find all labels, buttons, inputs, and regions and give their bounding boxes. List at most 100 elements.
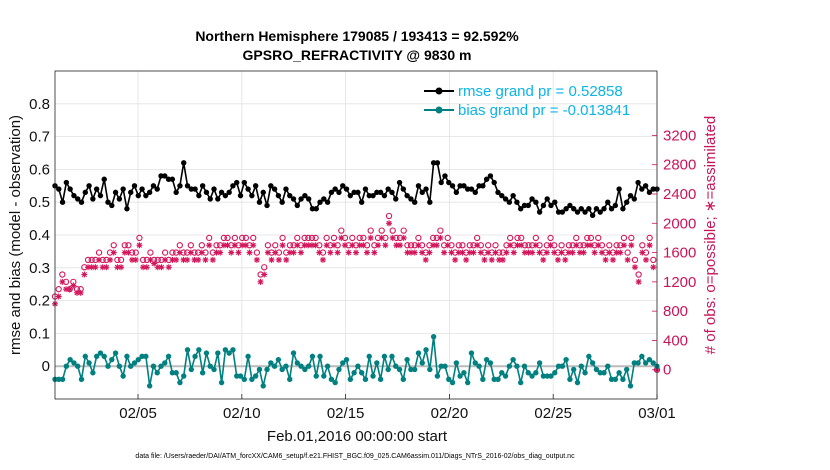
- bias-point: [605, 363, 611, 369]
- obs-assimilated-marker: [635, 278, 642, 285]
- obs-assimilated-marker: [558, 249, 565, 256]
- bias-point: [90, 370, 96, 376]
- obs-assimilated-stroke: [470, 249, 477, 256]
- obs-assimilated-stroke: [177, 249, 183, 256]
- bias-point: [75, 363, 81, 369]
- obs-assimilated-stroke: [540, 257, 546, 263]
- obs-possible-marker: [224, 234, 231, 242]
- y-tick-label: 0.5: [29, 194, 50, 211]
- obs-assimilated-marker: [650, 264, 657, 271]
- obs-assimilated-marker: [187, 249, 194, 256]
- obs-assimilated-stroke: [261, 271, 267, 278]
- rmse-point: [517, 206, 524, 212]
- bias-point: [177, 379, 183, 386]
- rmse-point: [650, 186, 656, 192]
- obs-assimilated-stroke: [320, 257, 326, 263]
- rmse-point: [605, 199, 611, 205]
- rmse-point: [347, 192, 354, 199]
- bias-point: [181, 373, 187, 379]
- obs-assimilated-stroke: [492, 249, 499, 256]
- obs-assimilated-marker: [360, 242, 367, 249]
- rmse-point: [427, 199, 433, 205]
- obs-assimilated-marker: [250, 242, 257, 249]
- rmse-point: [544, 196, 550, 202]
- rmse-point: [514, 199, 520, 205]
- obs-assimilated-stroke: [632, 264, 638, 270]
- rmse-point: [362, 186, 369, 192]
- rmse-point: [366, 192, 372, 199]
- obs-assimilated-marker: [323, 242, 330, 249]
- obs-assimilated-marker: [327, 249, 334, 256]
- obs-assimilated-marker: [510, 249, 517, 256]
- bias-point: [533, 370, 539, 376]
- obs-assimilated-marker: [551, 249, 558, 256]
- rmse-point: [578, 206, 584, 212]
- obs-assimilated-stroke: [562, 257, 568, 263]
- obs-assimilated-marker: [389, 234, 396, 241]
- bias-point: [400, 376, 407, 383]
- obs-assimilated-marker: [426, 249, 433, 256]
- obs-assimilated-stroke: [228, 249, 234, 256]
- bias-point: [408, 366, 414, 373]
- bias-point: [343, 356, 350, 363]
- obs-possible-marker: [459, 242, 466, 249]
- obs-possible-marker: [429, 234, 437, 242]
- obs-assimilated-stroke: [518, 242, 524, 248]
- bias-point: [552, 370, 558, 376]
- rmse-point: [616, 186, 622, 192]
- obs-possible-marker: [587, 234, 595, 242]
- rmse-point: [332, 186, 338, 192]
- obs-possible-marker: [121, 242, 128, 249]
- bias-point: [207, 363, 213, 369]
- bias-point: [495, 376, 501, 383]
- rmse-point: [627, 192, 634, 199]
- obs-assimilated-stroke: [92, 264, 98, 270]
- obs-possible-marker: [213, 242, 220, 249]
- bias-point: [290, 350, 297, 356]
- obs-possible-marker: [573, 234, 580, 242]
- obs-assimilated-stroke: [647, 242, 653, 248]
- bias-point: [582, 370, 588, 376]
- obs-assimilated-marker: [591, 249, 598, 256]
- obs-assimilated-marker: [569, 249, 576, 256]
- obs-assimilated-stroke: [118, 264, 124, 270]
- rmse-point: [260, 189, 266, 196]
- bias-point: [222, 347, 229, 353]
- obs-possible-marker: [635, 271, 642, 278]
- rmse-point: [245, 186, 251, 192]
- bias-point: [544, 373, 550, 379]
- rmse-point: [555, 209, 562, 215]
- obs-assimilated-stroke: [419, 249, 425, 256]
- obs-assimilated-stroke: [158, 264, 165, 270]
- bias-point: [514, 363, 520, 369]
- obs-assimilated-marker: [338, 234, 345, 241]
- bias-point: [59, 376, 66, 383]
- bias-point: [536, 360, 543, 366]
- obs-assimilated-marker: [268, 256, 275, 263]
- chart-title-line1: Northern Hemisphere 179085 / 193413 = 92…: [195, 28, 519, 44]
- obs-possible-marker: [308, 234, 316, 242]
- bias-point: [472, 360, 478, 366]
- obs-assimilated-stroke: [452, 257, 458, 263]
- bias-point: [199, 370, 206, 376]
- bias-point: [165, 353, 172, 360]
- bias-point: [586, 353, 592, 360]
- bias-point: [249, 376, 255, 383]
- obs-assimilated-stroke: [555, 257, 561, 263]
- obs-assimilated-marker: [474, 242, 481, 249]
- obs-assimilated-marker: [481, 256, 488, 263]
- bias-point: [150, 363, 157, 369]
- obs-assimilated-marker: [485, 249, 492, 256]
- obs-assimilated-stroke: [103, 264, 109, 270]
- rmse-point: [358, 199, 365, 205]
- bias-point: [188, 366, 195, 373]
- obs-possible-marker: [415, 234, 422, 242]
- bias-point: [332, 379, 338, 386]
- obs-assimilated-stroke: [294, 242, 300, 248]
- obs-assimilated-stroke: [423, 257, 429, 263]
- bias-point: [525, 370, 531, 376]
- rmse-point: [188, 186, 195, 192]
- rmse-point: [552, 199, 558, 205]
- obs-assimilated-marker: [107, 256, 114, 263]
- obs-assimilated-stroke: [547, 242, 554, 248]
